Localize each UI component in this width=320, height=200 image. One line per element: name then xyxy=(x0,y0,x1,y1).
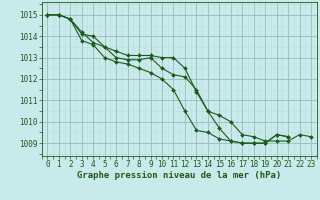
X-axis label: Graphe pression niveau de la mer (hPa): Graphe pression niveau de la mer (hPa) xyxy=(77,171,281,180)
